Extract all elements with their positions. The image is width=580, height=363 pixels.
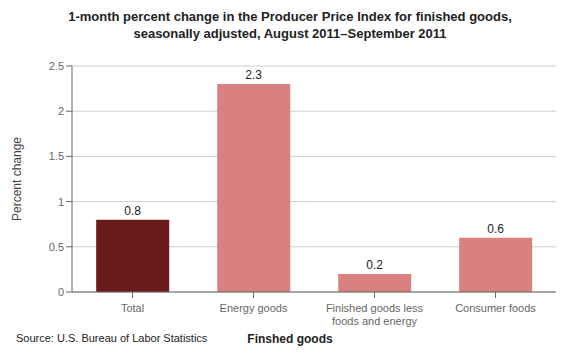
html-text:Source: U.S. Bureau of Labor S: Source: U.S. Bureau of Labor Statistics <box>16 332 208 344</box>
svg-text:Percent change: Percent change <box>10 137 24 221</box>
svg-text:1: 1 <box>58 196 64 208</box>
svg-text:Consumer foods: Consumer foods <box>455 302 536 314</box>
svg-text:0.6: 0.6 <box>487 222 504 236</box>
svg-text:0: 0 <box>58 286 64 298</box>
svg-text:0.8: 0.8 <box>124 204 141 218</box>
svg-text:Finished goods lessfoods and e: Finished goods lessfoods and energy <box>326 302 424 327</box>
svg-text:2.5: 2.5 <box>49 60 64 72</box>
html-text:1-month percent change in the: 1-month percent change in the Producer P… <box>68 9 512 41</box>
svg-text:2.3: 2.3 <box>245 68 262 82</box>
svg-text:2: 2 <box>58 105 64 117</box>
svg-text:Total: Total <box>121 302 144 314</box>
svg-text:Energy goods: Energy goods <box>220 302 288 314</box>
svg-text:0.5: 0.5 <box>49 241 64 253</box>
svg-text:1.5: 1.5 <box>49 150 64 162</box>
html-text:Finshed goods: Finshed goods <box>247 332 333 346</box>
svg-text:0.2: 0.2 <box>366 258 383 272</box>
